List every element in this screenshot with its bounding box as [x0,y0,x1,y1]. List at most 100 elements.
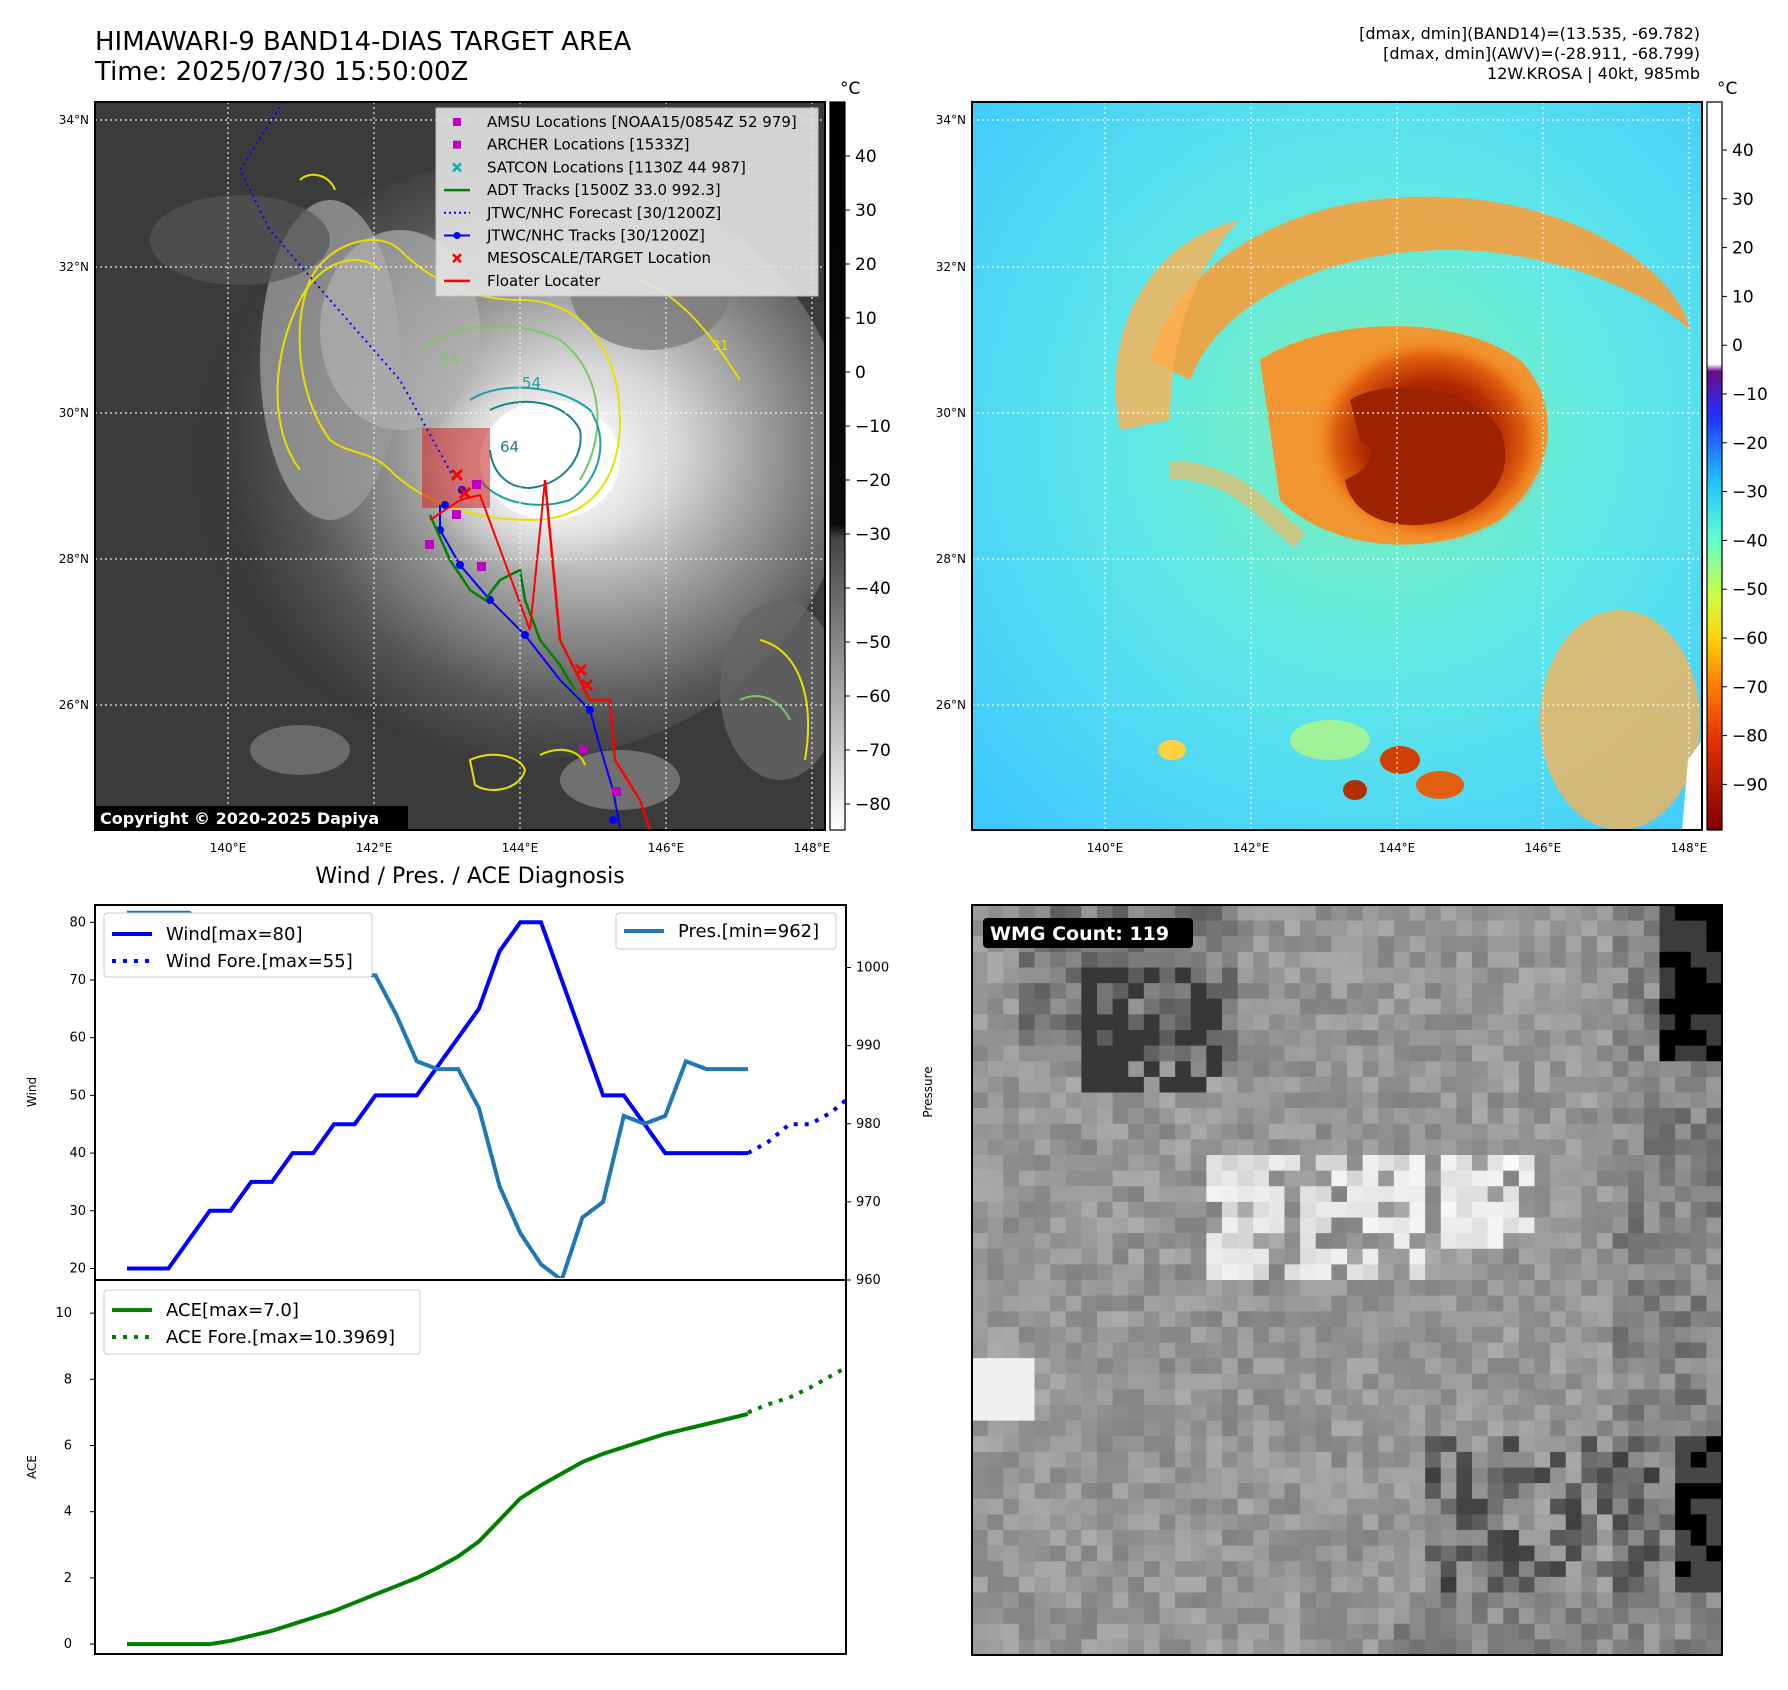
awv-colorbar-tick: −30 [1732,483,1768,503]
pressure-tick-label: 960 [856,1273,881,1288]
stats-awv: [dmax, dmin](AWV)=(-28.911, -68.799) [1383,44,1700,63]
ir-colorbar-tick: −50 [855,633,891,653]
legend-entry: ADT Tracks [1500Z 33.0 992.3] [487,181,721,199]
mesoscale-target-locations [450,468,594,692]
lat-label: 28°N [936,552,966,566]
awv-colorbar-tick: −50 [1732,580,1768,600]
pressure-tick-label: 990 [856,1039,881,1054]
pressure-tick-label: 980 [856,1117,881,1132]
legend-entry: MESOSCALE/TARGET Location [487,249,711,267]
legend-entry: JTWC/NHC Tracks [30/1200Z] [486,227,705,245]
contour-label-54a: 54 [440,351,459,369]
legend-entry: Floater Locater [487,272,601,290]
awv-colorbar-tick: −60 [1732,629,1768,649]
ir-colorbar-tick: 20 [855,255,877,275]
ace-tick-label: 2 [64,1571,72,1586]
legend-marker-icon [452,253,462,264]
floater-locater [543,479,652,830]
pressure-legend-entry: Pres.[min=962] [678,921,819,942]
wind-tick-label: 40 [69,1146,86,1161]
lon-label: 140°E [210,841,247,855]
ace-chart: 0 2 4 6 8 10 ACE ACE[max=7.0] ACE Fore.[max=10… [25,1279,847,1655]
diagnosis-title: Wind / Pres. / ACE Diagnosis [315,864,624,889]
ace-axis-label: ACE [25,1455,39,1479]
pressure-tick-label: 1000 [856,961,889,976]
lon-label: 148°E [794,841,831,855]
lat-label: 26°N [59,698,89,712]
ir-colorbar-tick: 10 [855,309,877,329]
lat-label: 30°N [936,406,966,420]
lon-label: 144°E [1379,841,1416,855]
awv-colorbar-tick: −70 [1732,678,1768,698]
wmg-count-label: WMG Count: 119 [990,923,1169,945]
legend-entry: ARCHER Locations [1533Z] [487,136,690,154]
awv-colorbar-tick: −40 [1732,531,1768,551]
series-line [747,1097,846,1155]
lon-label: 146°E [648,841,685,855]
ir-colorbar-tick: −40 [855,579,891,599]
storm-info: 12W.KROSA | 40kt, 985mb [1487,64,1700,83]
ir-colorbar-tick: −60 [855,687,891,707]
lon-label: 146°E [1525,841,1562,855]
awv-colorbar-tick: 30 [1732,190,1754,210]
lon-label: 144°E [502,841,539,855]
jtwc-best-track [439,505,621,829]
awv-colorbar-tick: 0 [1732,336,1743,356]
wind-pressure-chart: 20 30 40 50 60 70 80 960 970 980 990 1000 Wind Pres… [25,904,935,1288]
awv-colorbar-unit: °C [1717,79,1737,99]
pressure-axis-label: Pressure [921,1066,935,1117]
wmg-grid-panel: WMG Count: 119 [971,904,1723,1656]
ir-colorbar-tick: −10 [855,417,891,437]
awv-colorbar-tick: 40 [1732,141,1754,161]
ace-tick-label: 4 [64,1505,72,1520]
awv-colorbar-tick: −10 [1732,385,1768,405]
awv-colorbar: °C 40 30 20 10 0 −10 −20 −30 −40 −50 −60 −70 −80 −90 [1706,79,1768,831]
series-line [127,1412,749,1647]
lat-label: 26°N [936,698,966,712]
contour-label-54b: 54 [522,374,541,392]
stats-band14: [dmax, dmin](BAND14)=(13.535, -69.782) [1359,24,1700,43]
legend-entry: JTWC/NHC Forecast [30/1200Z] [486,204,721,222]
lon-label: 140°E [1087,841,1124,855]
wind-legend-entry: Wind[max=80] [166,924,303,945]
awv-colorbar-tick: 10 [1732,287,1754,307]
lon-label: 142°E [356,841,393,855]
lon-label: 148°E [1671,841,1708,855]
awv-satellite-map [971,101,1703,831]
wind-legend-entry: Wind Fore.[max=55] [166,951,353,972]
ir-colorbar: °C 40 30 20 10 0 −10 −20 −30 −40 −50 −60 −70 −80 [829,79,891,831]
ir-legend: AMSU Locations [NOAA15/0854Z 52 979] ARCH… [435,107,819,297]
wind-tick-label: 30 [69,1204,86,1219]
wind-tick-label: 60 [69,1031,86,1046]
ace-tick-label: 8 [64,1372,72,1387]
legend-marker-icon [452,162,462,173]
wind-tick-label: 70 [69,973,86,988]
contour-label-31: 31 [712,339,729,354]
ace-tick-label: 6 [64,1438,72,1453]
ir-colorbar-unit: °C [840,79,860,99]
wind-tick-label: 20 [69,1261,86,1276]
lat-label: 30°N [59,406,89,420]
ace-legend-entry: ACE[max=7.0] [166,1300,299,1321]
ir-colorbar-tick: −80 [855,795,891,815]
contour-label-64: 64 [500,438,519,456]
wind-tick-label: 50 [69,1088,86,1103]
ace-legend-entry: ACE Fore.[max=10.3969] [166,1327,395,1348]
wind-axis-label: Wind [25,1077,39,1107]
copyright-notice: Copyright © 2020-2025 Dapiya [100,809,379,828]
wind-tick-label: 80 [69,915,86,930]
ir-colorbar-tick: 30 [855,201,877,221]
awv-colorbar-tick: −90 [1732,775,1768,795]
awv-gridlines [972,102,1702,830]
awv-colorbar-tick: −20 [1732,434,1768,454]
awv-colorbar-tick: 20 [1732,239,1754,259]
figure-title: HIMAWARI-9 BAND14-DIAS TARGET AREA [95,27,632,57]
ir-colorbar-tick: −30 [855,525,891,545]
lat-label: 28°N [59,552,89,566]
lat-label: 32°N [59,260,89,274]
lon-label: 142°E [1233,841,1270,855]
amsu-locations [425,480,621,796]
ir-colorbar-tick: 40 [855,147,877,167]
ir-colorbar-tick: −20 [855,471,891,491]
